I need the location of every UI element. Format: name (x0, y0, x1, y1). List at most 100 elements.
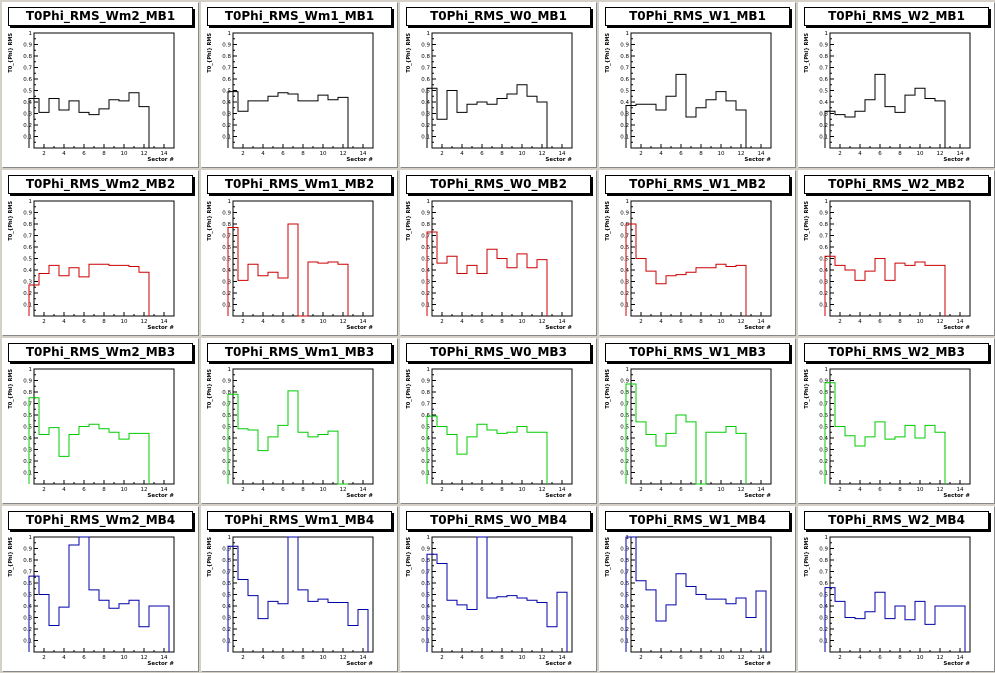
x-tick-label: 10 (320, 487, 327, 493)
y-tick-label: 0.5 (421, 89, 430, 95)
x-tick-label: 2 (440, 319, 444, 325)
x-tick-label: 14 (360, 151, 367, 157)
y-tick-label: 0.3 (620, 448, 629, 454)
x-axis-label: Sector # (147, 493, 174, 499)
chart-title: T0Phi_RMS_W0_MB1 (406, 7, 591, 26)
x-tick-label: 8 (301, 655, 305, 661)
x-tick-label: 8 (102, 487, 106, 493)
x-tick-label: 4 (261, 151, 265, 157)
y-tick-label: 0.9 (23, 211, 32, 217)
histogram-line (824, 255, 946, 316)
x-tick-label: 14 (957, 151, 964, 157)
x-tick-label: 6 (82, 655, 86, 661)
y-tick-label: 0.3 (222, 616, 231, 622)
y-tick-label: 0.1 (23, 135, 32, 141)
y-axis-label: T0_{Phi} RMS (8, 369, 14, 409)
y-tick-label: 0.8 (222, 54, 231, 60)
y-tick-label: 0.5 (819, 593, 828, 599)
chart-title: T0Phi_RMS_W2_MB4 (804, 511, 989, 530)
x-tick-label: 4 (858, 655, 862, 661)
x-tick-label: 14 (957, 319, 964, 325)
y-tick-label: 0.2 (819, 627, 828, 633)
y-tick-label: 0.4 (222, 436, 231, 442)
x-axis-label: Sector # (346, 493, 373, 499)
y-tick-label: 0.6 (222, 245, 231, 251)
x-axis-label: Sector # (744, 493, 771, 499)
y-tick-label: 0.4 (620, 436, 629, 442)
x-tick-label: 2 (241, 151, 245, 157)
x-tick-label: 6 (281, 151, 285, 157)
chart-title: T0Phi_RMS_Wm1_MB3 (207, 343, 392, 362)
x-tick-label: 6 (878, 319, 882, 325)
y-tick-label: 0.6 (23, 77, 32, 83)
chart-title: T0Phi_RMS_W2_MB2 (804, 175, 989, 194)
y-tick-label: 1 (825, 31, 829, 37)
y-tick-label: 0.8 (421, 558, 430, 564)
y-tick-label: 0.1 (23, 471, 32, 477)
chart-title: T0Phi_RMS_Wm2_MB2 (8, 175, 193, 194)
x-tick-label: 12 (539, 487, 546, 493)
x-axis-label: Sector # (346, 325, 373, 331)
x-tick-label: 12 (141, 319, 148, 325)
x-axis-label: Sector # (346, 157, 373, 163)
x-tick-label: 6 (281, 319, 285, 325)
x-tick-label: 10 (121, 487, 128, 493)
y-tick-label: 0.8 (222, 390, 231, 396)
x-tick-label: 10 (519, 655, 526, 661)
y-tick-label: 0.6 (819, 413, 828, 419)
x-tick-label: 2 (639, 319, 643, 325)
y-tick-label: 0.3 (620, 616, 629, 622)
y-axis-label: T0_{Phi} RMS (207, 537, 213, 577)
y-axis-label: T0_{Phi} RMS (8, 201, 14, 241)
x-tick-label: 4 (460, 151, 464, 157)
chart-title: T0Phi_RMS_Wm1_MB1 (207, 7, 392, 26)
x-tick-label: 12 (141, 655, 148, 661)
histogram-line (625, 223, 747, 316)
y-tick-label: 0.2 (620, 627, 629, 633)
x-tick-label: 4 (460, 655, 464, 661)
y-tick-label: 0.7 (222, 66, 231, 72)
histogram-line (28, 397, 150, 484)
histogram-line (625, 536, 767, 652)
y-tick-label: 0.6 (819, 77, 828, 83)
y-tick-label: 0.8 (620, 54, 629, 60)
y-tick-label: 0.7 (23, 570, 32, 576)
chart-title: T0Phi_RMS_Wm2_MB3 (8, 343, 193, 362)
y-tick-label: 0.4 (23, 268, 32, 274)
chart-title: T0Phi_RMS_Wm1_MB2 (207, 175, 392, 194)
y-tick-label: 0.5 (222, 425, 231, 431)
y-axis-label: T0_{Phi} RMS (8, 33, 14, 73)
chart-title: T0Phi_RMS_W0_MB3 (406, 343, 591, 362)
x-tick-label: 12 (340, 151, 347, 157)
chart-title: T0Phi_RMS_W1_MB4 (605, 511, 790, 530)
y-tick-label: 0.7 (620, 234, 629, 240)
y-axis-label: T0_{Phi} RMS (804, 537, 810, 577)
y-tick-label: 0.9 (222, 379, 231, 385)
y-tick-label: 0.7 (222, 570, 231, 576)
y-tick-label: 0.1 (620, 471, 629, 477)
x-tick-label: 14 (559, 487, 566, 493)
y-tick-label: 0.7 (222, 402, 231, 408)
x-tick-label: 8 (500, 487, 504, 493)
y-tick-label: 0.5 (421, 257, 430, 263)
y-tick-label: 0.7 (819, 570, 828, 576)
y-tick-label: 0.4 (620, 604, 629, 610)
x-axis-label: Sector # (943, 661, 970, 667)
y-tick-label: 0.9 (23, 43, 32, 49)
y-tick-label: 0.2 (620, 123, 629, 129)
y-axis-label: T0_{Phi} RMS (804, 369, 810, 409)
y-tick-label: 0.6 (819, 245, 828, 251)
histogram-line (28, 536, 170, 652)
y-tick-label: 0.8 (819, 54, 828, 60)
y-tick-label: 0.5 (620, 257, 629, 263)
x-tick-label: 12 (141, 487, 148, 493)
y-tick-label: 0.3 (222, 112, 231, 118)
y-tick-label: 0.2 (819, 123, 828, 129)
y-tick-label: 0.5 (222, 89, 231, 95)
y-tick-label: 0.2 (222, 291, 231, 297)
